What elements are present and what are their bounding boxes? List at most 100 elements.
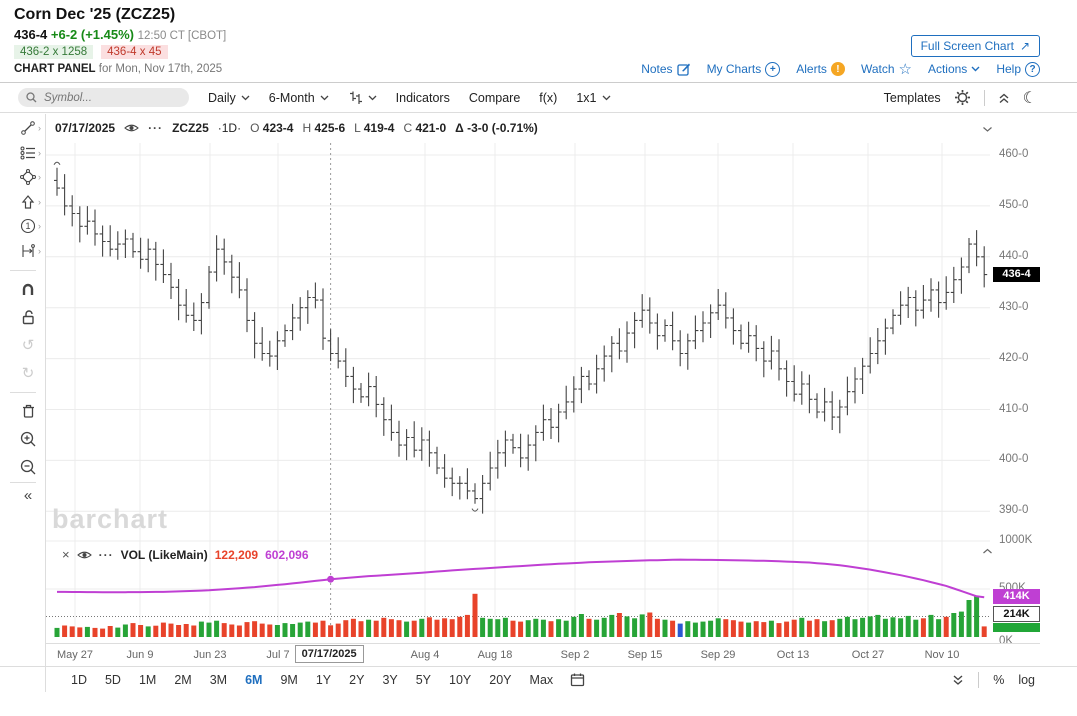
- eye-icon[interactable]: [76, 550, 92, 560]
- full-screen-chart-button[interactable]: Full Screen Chart ↗: [910, 35, 1040, 57]
- symbol-search[interactable]: [18, 88, 189, 107]
- notes-link[interactable]: Notes: [641, 62, 690, 76]
- date-tick: May 27: [56, 649, 94, 661]
- volume-ma-line: [57, 558, 985, 599]
- help-link[interactable]: Help ?: [996, 61, 1040, 77]
- date-tick: Sep 29: [700, 649, 736, 661]
- fx-label: f(x): [539, 90, 558, 105]
- submenu-arrow: ›: [38, 123, 41, 133]
- submenu-arrow: ›: [38, 221, 41, 231]
- range-3M[interactable]: 3M: [201, 673, 236, 687]
- range-3Y[interactable]: 3Y: [373, 673, 406, 687]
- chevron-down-icon: [368, 95, 377, 100]
- chart-info-row: 07/17/2025 ··· ZCZ25 ·1D· O 423-4 H 425-6…: [55, 121, 538, 135]
- price-tick: 400-0: [999, 453, 1029, 465]
- alert-bang-icon: !: [830, 62, 845, 76]
- chart-interval[interactable]: ·1D·: [217, 121, 242, 135]
- range-2M[interactable]: 2M: [165, 673, 200, 687]
- more-options-icon[interactable]: ···: [148, 121, 164, 135]
- plus-circle-icon: +: [765, 61, 781, 77]
- pane-collapse-icon[interactable]: [982, 126, 993, 133]
- calendar-icon[interactable]: [570, 672, 585, 687]
- range-2Y[interactable]: 2Y: [340, 673, 373, 687]
- close-study-icon[interactable]: ×: [62, 547, 70, 562]
- watch-link[interactable]: Watch ☆: [861, 60, 912, 78]
- submenu-arrow: ›: [38, 246, 41, 256]
- range-dropdown[interactable]: 6-Month: [269, 91, 329, 105]
- actions-label: Actions: [927, 62, 968, 76]
- pane-expand-icon[interactable]: [982, 548, 993, 555]
- collapse-down-icon[interactable]: [952, 674, 964, 686]
- bottom-toolbar-divider: [0, 666, 1077, 667]
- range-6M[interactable]: 6M: [236, 673, 271, 687]
- redo-icon[interactable]: ↻: [21, 365, 35, 382]
- volume-ma-badge: 414K: [993, 589, 1040, 604]
- magnet-tool[interactable]: [19, 280, 37, 298]
- more-options-icon[interactable]: ···: [98, 547, 114, 562]
- price-change: +6-2 (+1.45%): [50, 27, 134, 42]
- range-5Y[interactable]: 5Y: [407, 673, 440, 687]
- help-label: Help: [996, 62, 1021, 76]
- delete-drawings-icon[interactable]: [19, 402, 37, 420]
- range-Max[interactable]: Max: [521, 673, 563, 687]
- annotations-list-tool[interactable]: [19, 144, 37, 162]
- collapse-up-icon[interactable]: [998, 92, 1010, 104]
- arrow-tool[interactable]: [19, 193, 37, 211]
- chart-type-dropdown[interactable]: [348, 90, 377, 105]
- actions-menu[interactable]: Actions: [928, 62, 980, 76]
- grid-layout-dropdown[interactable]: 1x1: [576, 91, 610, 105]
- range-10Y[interactable]: 10Y: [440, 673, 480, 687]
- my-charts-link[interactable]: My Charts +: [707, 61, 781, 77]
- gear-icon[interactable]: [954, 89, 971, 106]
- templates-button[interactable]: Templates: [884, 91, 941, 105]
- watermark: barchart: [52, 504, 169, 534]
- submenu-arrow: ›: [38, 148, 41, 158]
- low-marker: [471, 508, 479, 512]
- undo-icon[interactable]: ↺: [21, 337, 35, 354]
- fx-button[interactable]: f(x): [539, 91, 557, 105]
- date-tick: Sep 2: [560, 649, 590, 661]
- bottom-divider: [978, 671, 980, 688]
- submenu-arrow: ›: [38, 197, 41, 207]
- measure-tool[interactable]: [19, 242, 37, 260]
- zoom-out-icon[interactable]: [19, 458, 37, 476]
- zoom-in-icon[interactable]: [19, 430, 37, 448]
- eye-icon[interactable]: [124, 123, 139, 133]
- crosshair: [46, 143, 990, 637]
- trendline-tool[interactable]: [19, 119, 37, 137]
- indicators-button[interactable]: Indicators: [396, 91, 450, 105]
- bid-ask-row: 436-2 x 1258 436-4 x 45: [14, 45, 168, 59]
- range-20Y[interactable]: 20Y: [480, 673, 520, 687]
- date-tick: Aug 4: [410, 649, 440, 661]
- volume-bars: [54, 593, 987, 637]
- dark-mode-icon[interactable]: ☾: [1022, 89, 1037, 107]
- ohlc-field: L 419-4: [354, 121, 395, 135]
- lock-tool[interactable]: [19, 308, 37, 326]
- alerts-link[interactable]: Alerts !: [796, 62, 845, 76]
- collapse-rail-icon[interactable]: «: [23, 486, 33, 504]
- date-tick: Jun 23: [193, 649, 227, 661]
- ohlc-field: H 425-6: [302, 121, 346, 135]
- range-1D[interactable]: 1D: [62, 673, 96, 687]
- chevron-down-icon: [971, 66, 980, 72]
- alerts-label: Alerts: [796, 62, 827, 76]
- shapes-tool[interactable]: [19, 168, 37, 186]
- range-5D[interactable]: 5D: [96, 673, 130, 687]
- range-1M[interactable]: 1M: [130, 673, 165, 687]
- price-tick: 420-0: [999, 352, 1029, 364]
- full-screen-label: Full Screen Chart: [920, 39, 1014, 53]
- expand-arrow-icon: ↗: [1019, 39, 1030, 53]
- period-dropdown[interactable]: Daily: [208, 91, 250, 105]
- annotation-number-tool[interactable]: 1: [19, 217, 37, 235]
- high-marker: [53, 161, 61, 165]
- symbol-search-input[interactable]: [42, 90, 166, 105]
- chart-panel-date: for Mon, Nov 17th, 2025: [98, 63, 223, 75]
- log-scale-toggle[interactable]: log: [1018, 672, 1035, 687]
- date-tick: Jul 7: [266, 649, 290, 661]
- range-9M[interactable]: 9M: [271, 673, 306, 687]
- compare-button[interactable]: Compare: [469, 91, 520, 105]
- quote-row: 436-4 +6-2 (+1.45%) 12:50 CT [CBOT]: [14, 27, 226, 42]
- percent-scale-toggle[interactable]: %: [993, 672, 1005, 687]
- range-1Y[interactable]: 1Y: [307, 673, 340, 687]
